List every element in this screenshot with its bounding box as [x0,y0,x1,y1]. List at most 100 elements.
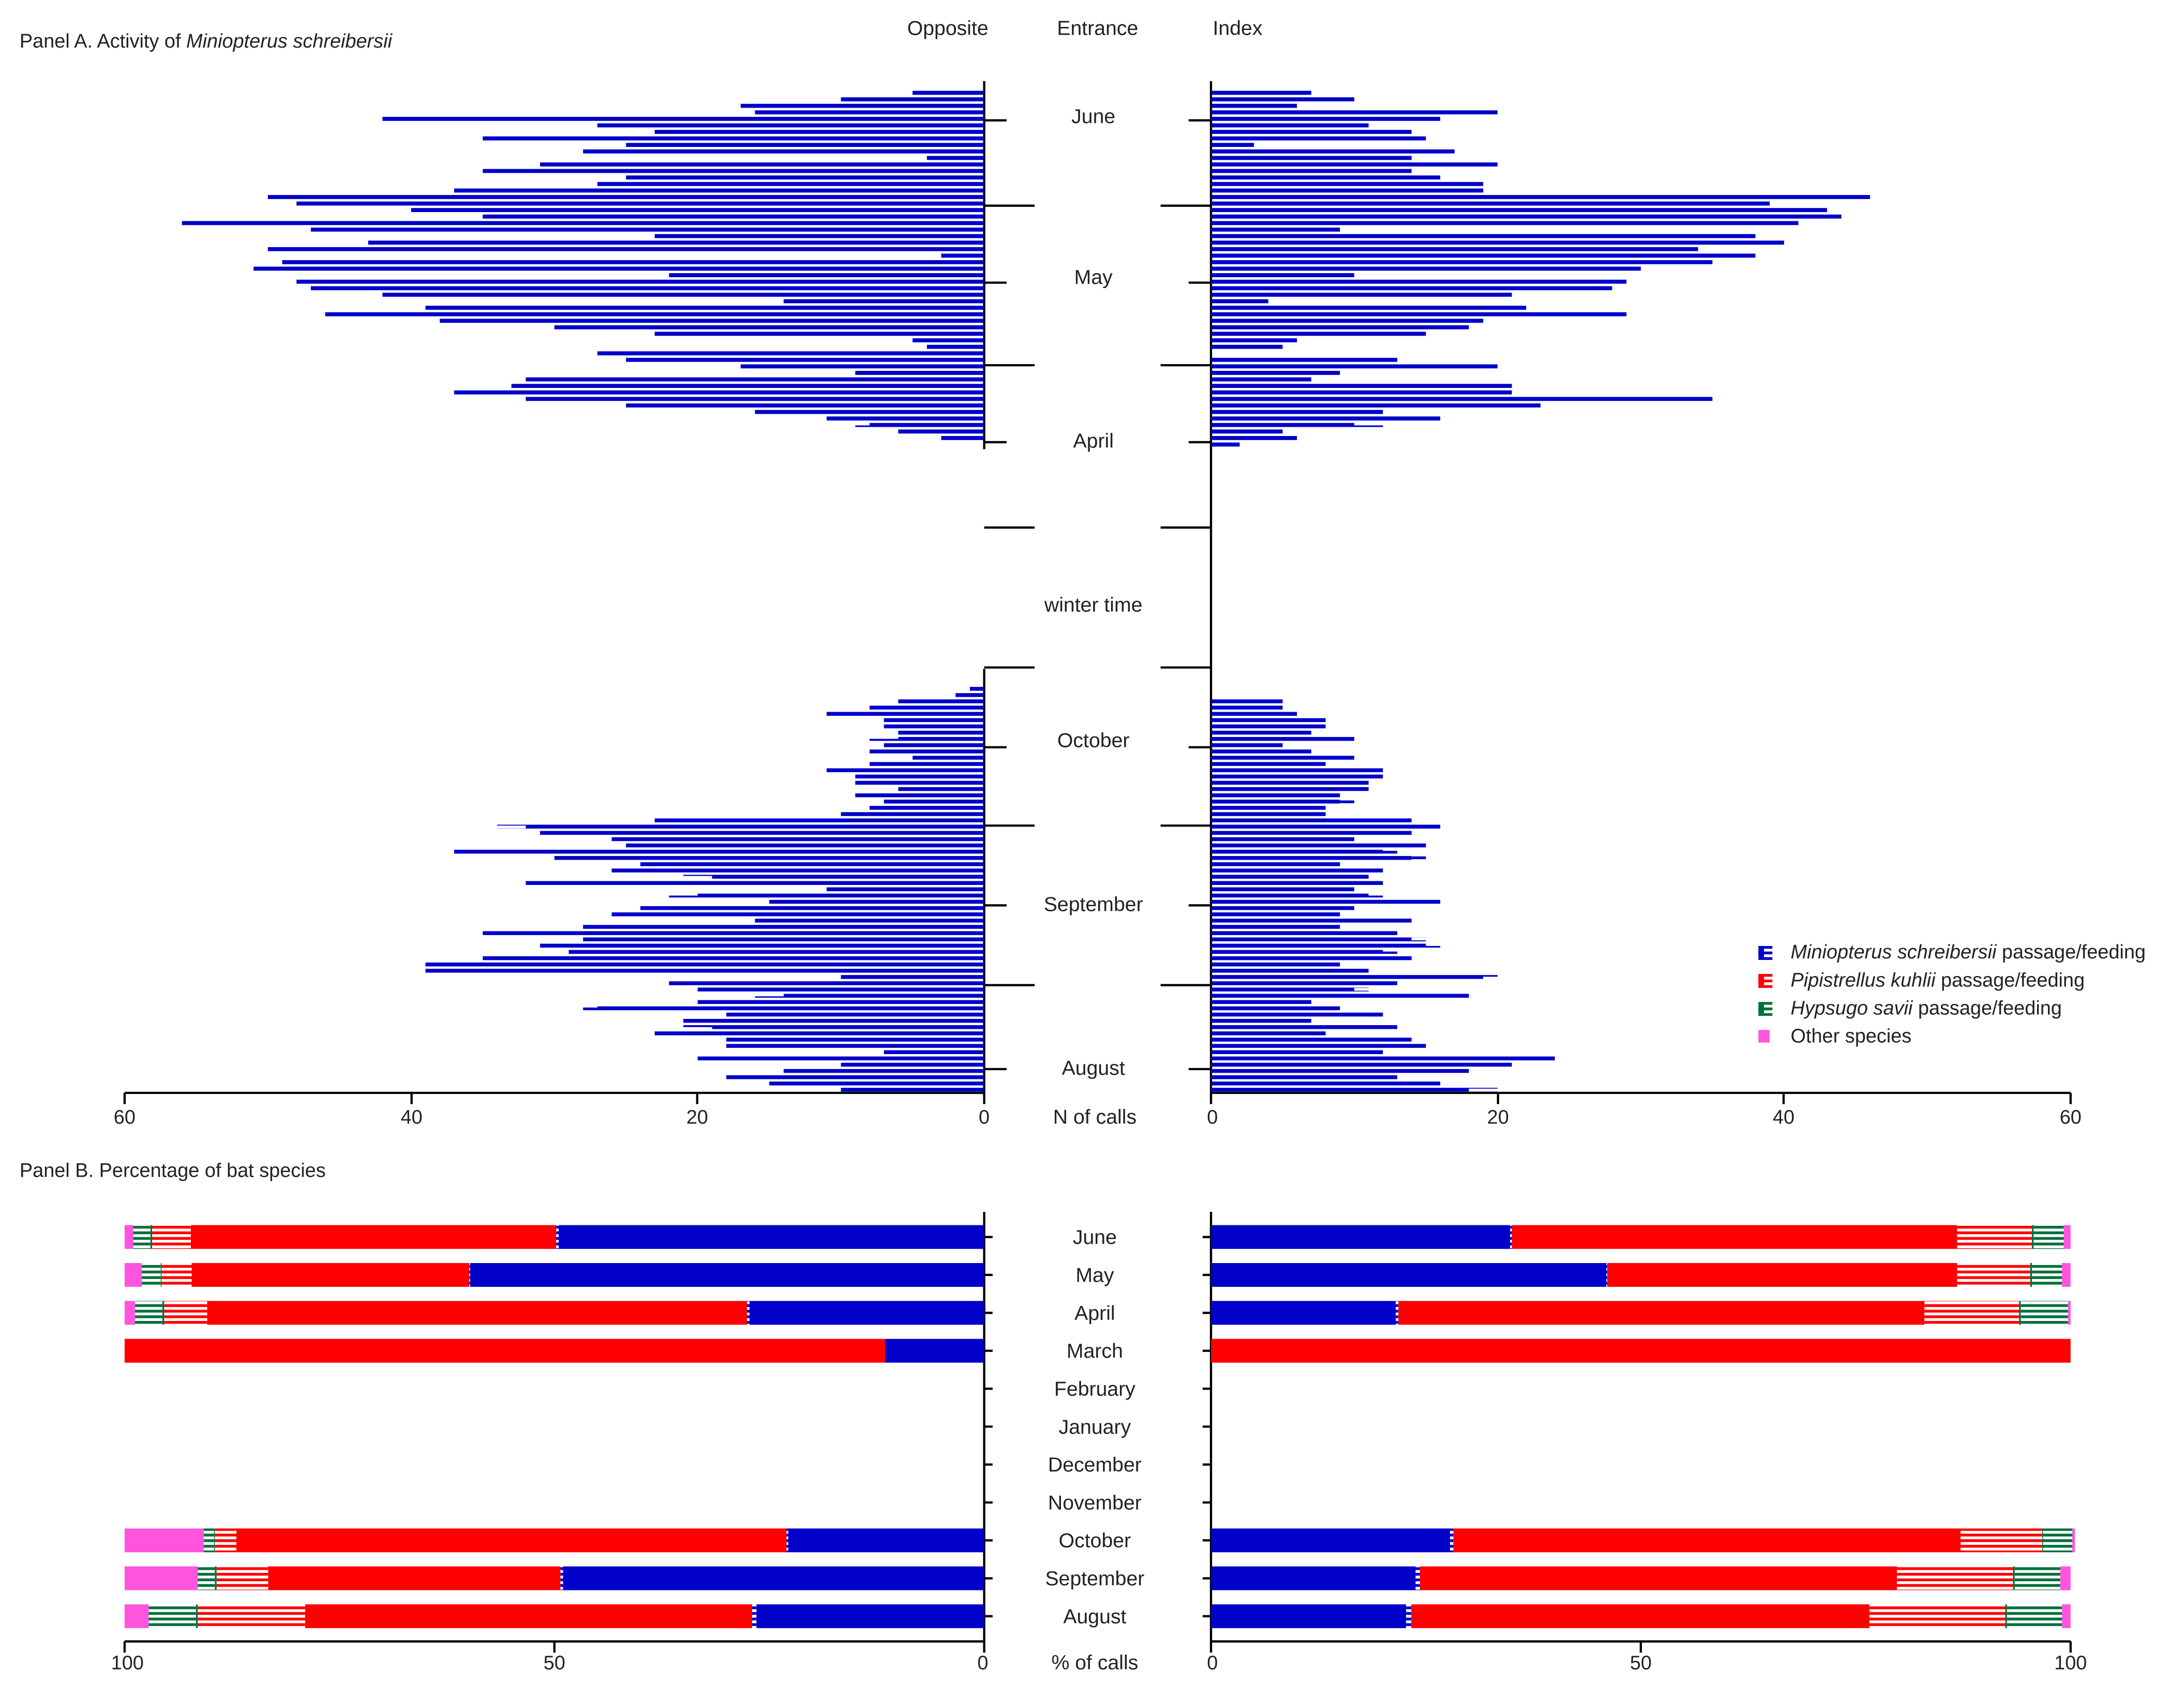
index-autumn-day-54-passage-bar [1211,1018,1311,1023]
panel-b-month-label-march: March [1067,1340,1123,1362]
opposite-spring-day-17-passage-bar [267,195,984,199]
opposite-autumn-day-64-passage-bar [769,1082,984,1086]
index-autumn-day-26-passage-bar [1211,843,1426,848]
index-spring-day-29-passage-bar [1211,273,1355,277]
opposite-september-miniopterus-feeding-segment [560,1566,563,1590]
opposite-spring-day-16-passage-bar [454,188,984,193]
opposite-june-miniopterus-feeding-segment [556,1225,559,1249]
month-label-april: April [1073,430,1113,453]
opposite-autumn-day-46-passage-bar [425,969,984,973]
opposite-spring-day-42-passage-bar [626,357,984,362]
legend: Miniopterus schreibersii passage/feeding… [1758,941,2146,1047]
opposite-spring-day-3-passage-bar [740,103,984,108]
index-spring-day-40-passage-bar [1211,344,1283,349]
opposite-autumn-day-35-passage-bar [769,899,984,904]
index-june-miniopterus-feeding-segment [1510,1225,1512,1249]
opposite-spring-day-51-passage-bar [826,416,984,420]
opposite-spring-day-27-passage-bar [282,260,984,264]
index-autumn-day-43-passage-bar [1211,950,1383,954]
month-label-may: May [1074,266,1113,289]
index-may-miniopterus-passage-segment [1211,1263,1607,1287]
index-spring-day-30-passage-bar [1211,279,1627,284]
opposite-september-hypsugo-passage-segment [215,1566,217,1590]
opposite-august-miniopterus-passage-segment [756,1604,984,1628]
opposite-october-miniopterus-feeding-segment [786,1528,788,1553]
opposite-spring-day-1-passage-bar [913,91,984,95]
index-autumn-day-63-passage-bar [1211,1075,1398,1079]
index-june-hypsugo-passage-segment [2032,1225,2034,1249]
opposite-autumn-day-9-feeding-bar [870,737,899,741]
index-spring-day-20-passage-bar [1211,214,1842,219]
opposite-march-pipistrellus-passage-segment [124,1339,886,1363]
legend-swatch-hypsugo-solid [1758,1004,1764,1013]
index-autumn-day-51-passage-bar [1211,1000,1311,1004]
opposite-autumn-day-31-passage-bar [712,875,984,879]
opposite-spring-day-4-passage-bar [755,110,984,115]
opposite-spring-day-19-passage-bar [411,208,984,213]
panel-b-month-labels: June May April March February January December… [1045,1226,1144,1628]
index-autumn-day-42-feeding-bar [1426,943,1441,948]
legend-suffix-hypsugo: passage/feeding [1912,997,2062,1019]
index-spring-day-3-passage-bar [1211,103,1297,108]
month-label-august: August [1062,1057,1125,1079]
index-spring-day-13-passage-bar [1211,169,1412,173]
opposite-spring-day-29-passage-bar [669,273,984,277]
index-autumn-day-17-passage-bar [1211,787,1369,791]
index-autumn-day-46-passage-bar [1211,969,1369,973]
opposite-spring-day-36-passage-bar [440,319,984,323]
index-spring-day-15-passage-bar [1211,182,1484,186]
opposite-may-other-species-segment [124,1263,142,1287]
index-spring-day-9-passage-bar [1211,143,1254,147]
opposite-april-hypsugo-passage-segment [162,1301,164,1325]
opposite-spring-day-44-passage-bar [855,371,984,375]
opposite-june-pipistrellus-passage-segment [190,1225,557,1249]
opposite-spring-day-21-passage-bar [182,221,984,226]
index-spring-day-49-passage-bar [1211,403,1541,408]
index-autumn-day-48-passage-bar [1211,981,1398,985]
opposite-may-hypsugo-passage-segment [160,1263,162,1287]
index-spring-day-23-passage-bar [1211,234,1756,238]
panel-b-xlabel: % of calls [1051,1651,1138,1674]
opposite-autumn-day-11-passage-bar [870,749,984,754]
index-autumn-day-36-passage-bar [1211,906,1355,910]
index-september-hypsugo-feeding-segment [2014,1566,2060,1590]
index-spring-day-52-feeding-bar [1354,423,1383,427]
opposite-autumn-day-55-passage-bar [712,1025,984,1029]
opposite-autumn-day-38-passage-bar [755,919,984,923]
opposite-autumn-day-45-passage-bar [425,962,984,967]
opposite-autumn-day-63-passage-bar [726,1075,984,1079]
index-autumn-day-38-passage-bar [1211,919,1412,923]
opposite-spring-day-37-passage-bar [554,325,984,329]
index-spring-day-2-passage-bar [1211,97,1355,101]
opposite-august-hypsugo-passage-segment [196,1604,198,1628]
index-spring-day-45-passage-bar [1211,377,1311,382]
index-august-miniopterus-feeding-segment [1406,1604,1412,1628]
opposite-spring-day-50-passage-bar [755,410,984,414]
opposite-spring-day-48-passage-bar [526,397,984,401]
index-autumn-day-6-passage-bar [1211,718,1326,723]
index-august-other-species-segment [2062,1604,2071,1628]
index-autumn-day-52-passage-bar [1211,1006,1340,1011]
index-spring-day-35-passage-bar [1211,312,1627,317]
index-april-pipistrellus-passage-segment [1398,1301,1925,1325]
index-autumn-day-21-passage-bar [1211,812,1326,816]
index-spring-day-37-passage-bar [1211,325,1469,329]
index-spring-day-16-passage-bar [1211,188,1484,193]
index-autumn-day-27-feeding-bar [1383,849,1398,854]
index-september-pipistrellus-passage-segment [1419,1566,1897,1590]
opposite-autumn-day-16-passage-bar [855,780,984,785]
index-autumn-day-11-passage-bar [1211,749,1311,754]
opposite-spring-day-20-passage-bar [483,214,984,219]
index-autumn-day-27-passage-bar [1211,849,1383,854]
panel-a-xlabel: N of calls [1053,1106,1136,1129]
index-autumn-day-25-passage-bar [1211,837,1355,842]
opposite-autumn-day-25-passage-bar [611,837,984,842]
opposite-spring-day-39-passage-bar [913,338,984,342]
xtick-label-index-20: 20 [1487,1107,1509,1129]
opposite-spring-day-10-passage-bar [583,149,984,154]
opposite-autumn-day-50-passage-bar [783,994,984,998]
opposite-autumn-day-51-passage-bar [697,1000,984,1004]
index-april-miniopterus-feeding-segment [1396,1301,1399,1325]
index-spring-day-52-passage-bar [1211,423,1355,427]
opposite-autumn-day-55-feeding-bar [683,1025,712,1029]
